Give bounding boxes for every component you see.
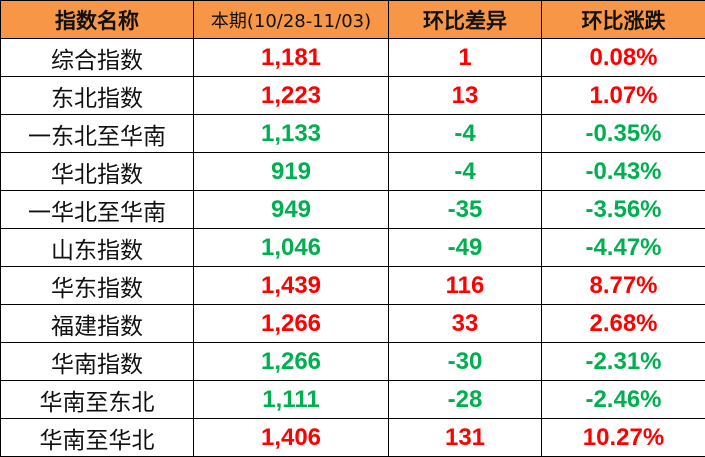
table-row: 福建指数 1,266 33 2.68%: [0, 304, 705, 343]
index-name-cell: 综合指数: [0, 38, 194, 77]
change-pct-cell: 8.77%: [541, 266, 705, 305]
header-diff: 环比差异: [388, 0, 542, 39]
change-pct-cell: -4.47%: [541, 228, 705, 267]
change-pct-cell: 0.08%: [541, 38, 705, 77]
diff-cell: -28: [388, 380, 542, 419]
table-row: 华南至华北 1,406 131 10.27%: [0, 418, 705, 457]
diff-cell: -4: [388, 152, 542, 191]
index-name-cell: 华东指数: [0, 266, 194, 305]
diff-cell: 1: [388, 38, 542, 77]
diff-cell: 131: [388, 418, 542, 457]
table-row: 华东指数 1,439 116 8.77%: [0, 266, 705, 305]
index-name-cell: 华北指数: [0, 152, 194, 191]
table-row: 华南至东北 1,111 -28 -2.46%: [0, 380, 705, 419]
change-pct-cell: -3.56%: [541, 190, 705, 229]
diff-cell: 116: [388, 266, 542, 305]
header-period: 本期(10/28-11/03): [193, 0, 389, 39]
change-pct-cell: -2.46%: [541, 380, 705, 419]
change-pct-cell: 10.27%: [541, 418, 705, 457]
index-name-cell: 华南至东北: [0, 380, 194, 419]
change-pct-cell: -0.35%: [541, 114, 705, 153]
index-name-cell: 华南至华北: [0, 418, 194, 457]
value-cell: 1,223: [193, 76, 389, 115]
value-cell: 949: [193, 190, 389, 229]
value-cell: 1,266: [193, 342, 389, 381]
diff-cell: 33: [388, 304, 542, 343]
index-name-cell: 华南指数: [0, 342, 194, 381]
header-row: 指数名称 本期(10/28-11/03) 环比差异 环比涨跌: [0, 0, 705, 39]
header-index-name: 指数名称: [0, 0, 194, 39]
index-name-cell: 一东北至华南: [0, 114, 194, 153]
change-pct-cell: 2.68%: [541, 304, 705, 343]
index-name-cell: 东北指数: [0, 76, 194, 115]
table-row: 华北指数 919 -4 -0.43%: [0, 152, 705, 191]
change-pct-cell: -0.43%: [541, 152, 705, 191]
diff-cell: 13: [388, 76, 542, 115]
value-cell: 1,439: [193, 266, 389, 305]
value-cell: 1,406: [193, 418, 389, 457]
table-row: 一华北至华南 949 -35 -3.56%: [0, 190, 705, 229]
table-row: 一东北至华南 1,133 -4 -0.35%: [0, 114, 705, 153]
value-cell: 1,111: [193, 380, 389, 419]
value-cell: 1,181: [193, 38, 389, 77]
value-cell: 1,046: [193, 228, 389, 267]
diff-cell: -35: [388, 190, 542, 229]
change-pct-cell: -2.31%: [541, 342, 705, 381]
value-cell: 1,266: [193, 304, 389, 343]
value-cell: 1,133: [193, 114, 389, 153]
diff-cell: -30: [388, 342, 542, 381]
table-row: 综合指数 1,181 1 0.08%: [0, 38, 705, 77]
index-name-cell: 福建指数: [0, 304, 194, 343]
table-row: 东北指数 1,223 13 1.07%: [0, 76, 705, 115]
value-cell: 919: [193, 152, 389, 191]
table-row: 山东指数 1,046 -49 -4.47%: [0, 228, 705, 267]
index-name-cell: 一华北至华南: [0, 190, 194, 229]
header-change-pct: 环比涨跌: [541, 0, 705, 39]
diff-cell: -4: [388, 114, 542, 153]
change-pct-cell: 1.07%: [541, 76, 705, 115]
index-name-cell: 山东指数: [0, 228, 194, 267]
table-row: 华南指数 1,266 -30 -2.31%: [0, 342, 705, 381]
diff-cell: -49: [388, 228, 542, 267]
